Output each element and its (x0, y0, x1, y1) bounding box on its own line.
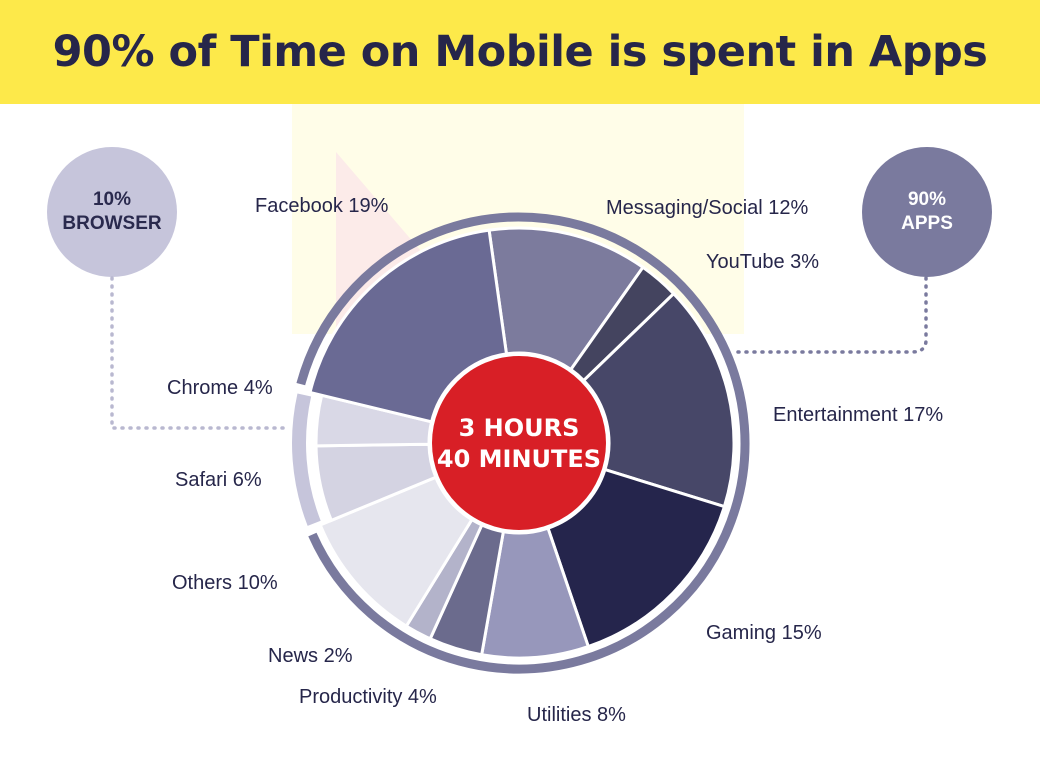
browser-label: BROWSER (62, 213, 162, 234)
label-entertainment: Entertainment 17% (773, 404, 943, 426)
outer-rings (292, 212, 750, 674)
center-line2: 40 MINUTES (437, 445, 601, 473)
apps-percent: 90% (907, 189, 947, 210)
center-circle (432, 356, 606, 530)
browser-ring (292, 393, 321, 526)
label-productivity: Productivity 4% (299, 686, 437, 708)
slices (308, 226, 736, 660)
slice-facebook (308, 228, 509, 424)
label-messaging-social: Messaging/Social 12% (606, 197, 809, 219)
apps-label: APPS (901, 213, 953, 234)
apps-connector (736, 276, 928, 354)
center-line1: 3 HOURS (459, 414, 580, 442)
apps-bubble: 90% APPS (862, 147, 992, 277)
title-banner: 90% of Time on Mobile is spent in Apps (0, 0, 1040, 104)
label-facebook: Facebook 19% (255, 195, 389, 217)
browser-bubble: 10% BROWSER (47, 147, 177, 277)
browser-percent: 10% (92, 189, 132, 210)
apps-ring (296, 212, 750, 674)
label-youtube: YouTube 3% (706, 251, 819, 273)
page-title: 90% of Time on Mobile is spent in Apps (52, 27, 988, 77)
label-gaming: Gaming 15% (706, 622, 822, 644)
label-utilities: Utilities 8% (527, 704, 626, 726)
label-news: News 2% (268, 645, 353, 667)
browser-connector (110, 276, 290, 430)
slice-labels: Messaging/Social 12% YouTube 3% Entertainm… (167, 195, 943, 726)
label-others: Others 10% (172, 572, 278, 594)
label-chrome: Chrome 4% (167, 377, 273, 399)
label-safari: Safari 6% (175, 469, 262, 491)
